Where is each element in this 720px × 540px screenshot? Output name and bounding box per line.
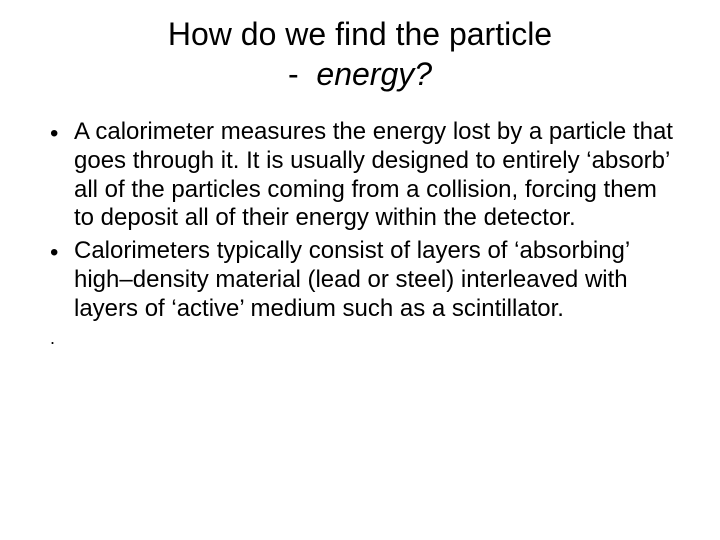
bullet-dot-icon: •	[50, 118, 74, 149]
slide-body: • A calorimeter measures the energy lost…	[40, 118, 680, 349]
bullet-item: • A calorimeter measures the energy lost…	[50, 118, 680, 233]
title-energy: energy?	[316, 56, 432, 92]
trailing-dot: .	[50, 328, 680, 350]
title-dash: -	[288, 56, 299, 92]
title-line1: How do we find the particle	[168, 16, 552, 52]
bullet-text: Calorimeters typically consist of layers…	[74, 237, 680, 323]
bullet-dot-icon: •	[50, 237, 74, 268]
slide-title: How do we find the particle - energy?	[40, 14, 680, 94]
bullet-item: • Calorimeters typically consist of laye…	[50, 237, 680, 323]
slide: How do we find the particle - energy? • …	[0, 0, 720, 540]
bullet-text: A calorimeter measures the energy lost b…	[74, 118, 680, 233]
